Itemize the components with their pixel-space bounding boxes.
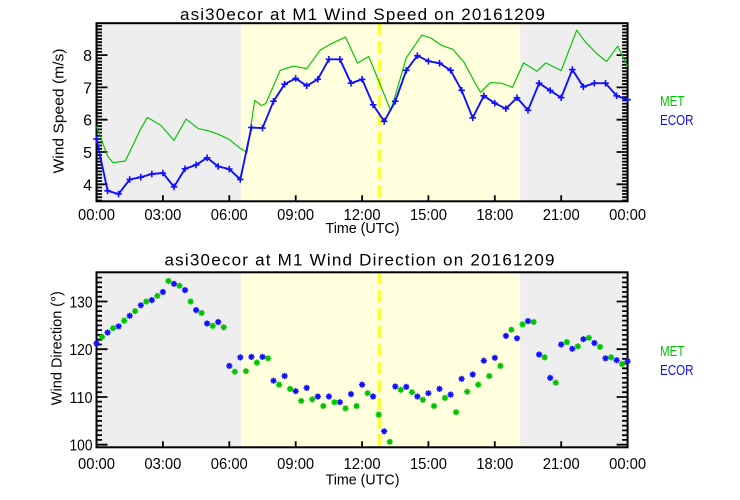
svg-text:4: 4 <box>83 177 92 194</box>
svg-text:00:00: 00:00 <box>609 207 646 224</box>
svg-text:00:00: 00:00 <box>78 207 115 224</box>
svg-text:15:00: 15:00 <box>410 207 447 224</box>
svg-text:21:00: 21:00 <box>543 456 580 473</box>
svg-text:5: 5 <box>83 145 92 162</box>
svg-text:7: 7 <box>83 80 92 97</box>
svg-text:00:00: 00:00 <box>609 456 646 473</box>
svg-text:asi30ecor at M1 Wind Direction: asi30ecor at M1 Wind Direction on 201612… <box>165 250 555 269</box>
svg-text:00:00: 00:00 <box>78 456 115 473</box>
svg-text:15:00: 15:00 <box>410 456 447 473</box>
svg-text:MET: MET <box>660 343 685 360</box>
svg-text:03:00: 03:00 <box>144 207 181 224</box>
svg-text:09:00: 09:00 <box>277 207 314 224</box>
svg-text:18:00: 18:00 <box>476 207 513 224</box>
svg-text:asi30ecor at M1 Wind Speed on: asi30ecor at M1 Wind Speed on 20161209 <box>180 5 545 24</box>
svg-text:MET: MET <box>660 93 685 110</box>
svg-text:12:00: 12:00 <box>344 207 381 224</box>
svg-text:03:00: 03:00 <box>144 456 181 473</box>
svg-text:8: 8 <box>83 48 92 65</box>
svg-text:130: 130 <box>70 295 93 312</box>
svg-text:12:00: 12:00 <box>344 456 381 473</box>
svg-text:110: 110 <box>70 390 93 407</box>
svg-text:100: 100 <box>70 438 93 455</box>
svg-text:21:00: 21:00 <box>543 207 580 224</box>
svg-text:Wind Speed (m/s): Wind Speed (m/s) <box>51 49 68 174</box>
svg-text:ECOR: ECOR <box>660 112 694 129</box>
svg-text:06:00: 06:00 <box>211 456 248 473</box>
svg-text:6: 6 <box>83 113 92 130</box>
svg-text:Time (UTC): Time (UTC) <box>326 220 400 237</box>
svg-text:Wind Direction (°): Wind Direction (°) <box>49 291 66 405</box>
svg-text:ECOR: ECOR <box>660 362 694 379</box>
svg-text:Time (UTC): Time (UTC) <box>326 471 400 488</box>
svg-text:120: 120 <box>70 342 93 359</box>
svg-text:09:00: 09:00 <box>277 456 314 473</box>
svg-text:18:00: 18:00 <box>476 456 513 473</box>
svg-text:06:00: 06:00 <box>211 207 248 224</box>
